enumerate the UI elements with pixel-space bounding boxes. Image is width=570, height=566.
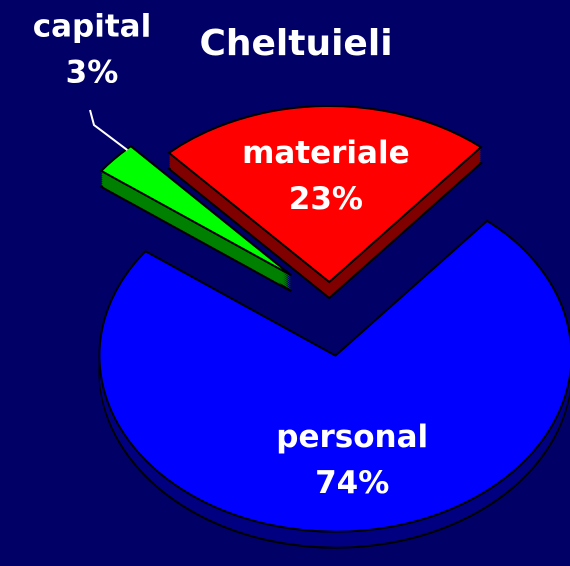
slice-value-label: 74% [315, 465, 389, 501]
slice-value-label: 3% [66, 55, 119, 91]
leader-line [89, 109, 128, 151]
slice-label: personal [276, 419, 428, 455]
slice-label: capital [33, 9, 151, 45]
slice-label: materiale [242, 135, 410, 171]
slice [167, 105, 483, 284]
slice [99, 144, 292, 277]
chart-title: Cheltuieli [199, 23, 392, 64]
slice [98, 219, 570, 533]
slice-value-label: 23% [289, 181, 363, 217]
